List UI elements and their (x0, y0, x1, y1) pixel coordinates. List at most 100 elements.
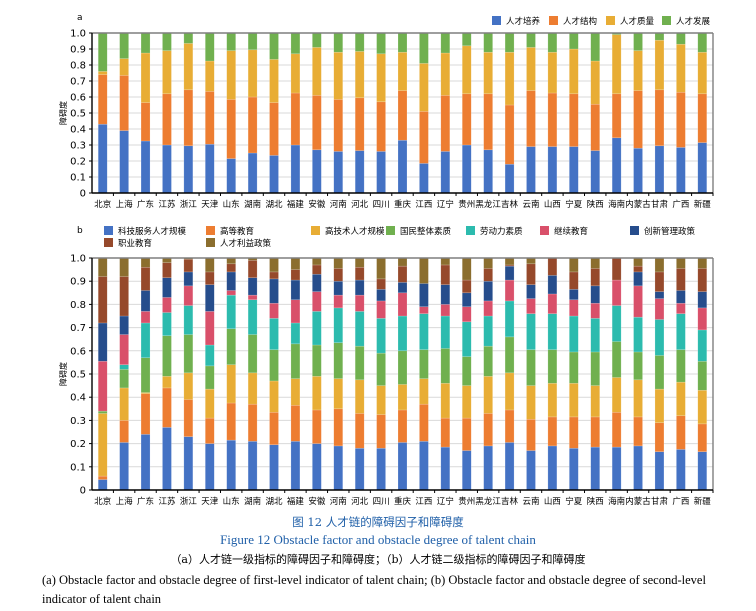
bar-segment (461, 356, 472, 386)
bar-segment (461, 417, 472, 451)
bar-segment (547, 383, 558, 418)
bar-segment (676, 349, 686, 383)
bar-segment (504, 442, 515, 491)
x-tick-label: 云南 (522, 199, 539, 210)
bar-segment (633, 32, 643, 51)
bar-segment (697, 32, 708, 53)
bar-segment (140, 32, 151, 54)
legend-label: 高技术人才规模 (325, 226, 385, 237)
bar-segment (676, 91, 686, 148)
bar-segment (526, 146, 536, 194)
bar-segment (504, 265, 515, 281)
bar-segment (183, 436, 194, 491)
legend-label: 人才发展 (676, 16, 711, 27)
bar-segment (354, 51, 365, 99)
bar-segment (461, 45, 472, 95)
x-tick-label: 海南 (608, 199, 625, 210)
bar-segment (205, 143, 215, 194)
bar-segment (676, 290, 686, 304)
x-tick-label: 贵州 (458, 199, 475, 210)
x-tick-label: 上海 (116, 199, 134, 210)
bar-segment (183, 43, 194, 91)
bar-segment (590, 60, 600, 105)
bar-segment (547, 51, 558, 94)
bar-segment (333, 51, 344, 100)
bar-segment (247, 299, 258, 335)
bar-segment (461, 93, 472, 146)
bar-segment (697, 389, 708, 425)
bar-segment (419, 163, 429, 194)
y-tick-label: 0.5 (70, 109, 86, 120)
bar-segment (483, 149, 493, 194)
bar-segment (183, 271, 194, 287)
bar-segment (354, 447, 365, 491)
bar-segment (611, 279, 622, 306)
bar-segment (654, 388, 665, 423)
bar-segment (397, 265, 408, 283)
bar-segment (119, 58, 129, 76)
bar-segment (483, 51, 493, 95)
x-tick-label: 四川 (373, 497, 390, 507)
bar-segment (140, 140, 151, 194)
bar-segment (312, 344, 322, 377)
bar-segment (226, 99, 236, 159)
bar-segment (376, 151, 386, 194)
bar-segment (547, 32, 558, 53)
bar-segment (461, 32, 472, 47)
bar-segment (397, 442, 408, 491)
y-tick-label: 0.3 (70, 416, 86, 427)
bar-segment (483, 268, 493, 282)
bar-segment (269, 380, 279, 413)
bar-segment (312, 149, 322, 194)
bar-segment (247, 152, 258, 194)
bar-segment (333, 294, 344, 309)
bar-segment (461, 257, 472, 281)
x-tick-label: 黑龙江 (475, 199, 501, 210)
bar-segment (269, 278, 279, 304)
bar-segment (119, 387, 129, 421)
bar-segment (547, 313, 558, 350)
bar-segment (676, 257, 686, 269)
bar-segment (633, 351, 643, 381)
bar-segment (611, 446, 622, 491)
figure-chart-canvas: a00.10.20.30.40.50.60.70.80.91.0障碍度北京 上海广… (58, 13, 714, 507)
bar-segment (290, 279, 301, 301)
bar-segment (162, 32, 172, 51)
bar-segment (440, 304, 451, 317)
x-tick-label: 四川 (373, 200, 390, 210)
bar-segment (611, 305, 622, 342)
bar-segment (526, 349, 536, 386)
bar-segment (376, 257, 386, 280)
x-tick-label: 云南 (522, 496, 539, 507)
bar-segment (504, 409, 515, 443)
legend-swatch (104, 238, 113, 247)
x-tick-label: 湖北 (266, 497, 284, 507)
bar-segment (697, 257, 708, 269)
bar-segment (633, 316, 643, 353)
bar-segment (461, 385, 472, 419)
bar-segment (119, 420, 129, 443)
x-tick-label: 重庆 (394, 199, 412, 210)
bar-segment (697, 291, 708, 309)
y-tick-label: 0.7 (70, 323, 86, 334)
x-tick-label: 宁夏 (565, 496, 583, 507)
bar-segment (483, 445, 493, 491)
bar-segment (97, 276, 108, 324)
bar-segment (312, 409, 322, 444)
bar-segment (633, 379, 643, 418)
bar-segment (333, 342, 344, 379)
bar-segment (483, 280, 493, 302)
bar-segment (140, 322, 151, 359)
x-tick-label: 辽宁 (437, 496, 454, 507)
x-tick-label: 新疆 (694, 496, 712, 507)
panel-label: b (77, 226, 83, 236)
bar-segment (440, 315, 451, 349)
x-tick-label: 广西 (672, 496, 689, 507)
x-tick-label: 广东 (137, 496, 154, 507)
bar-segment (183, 399, 194, 437)
bar-segment (697, 360, 708, 391)
bar-segment (140, 52, 151, 103)
bar-segment (440, 32, 451, 54)
legend-swatch (662, 16, 671, 25)
bar-segment (590, 385, 600, 418)
